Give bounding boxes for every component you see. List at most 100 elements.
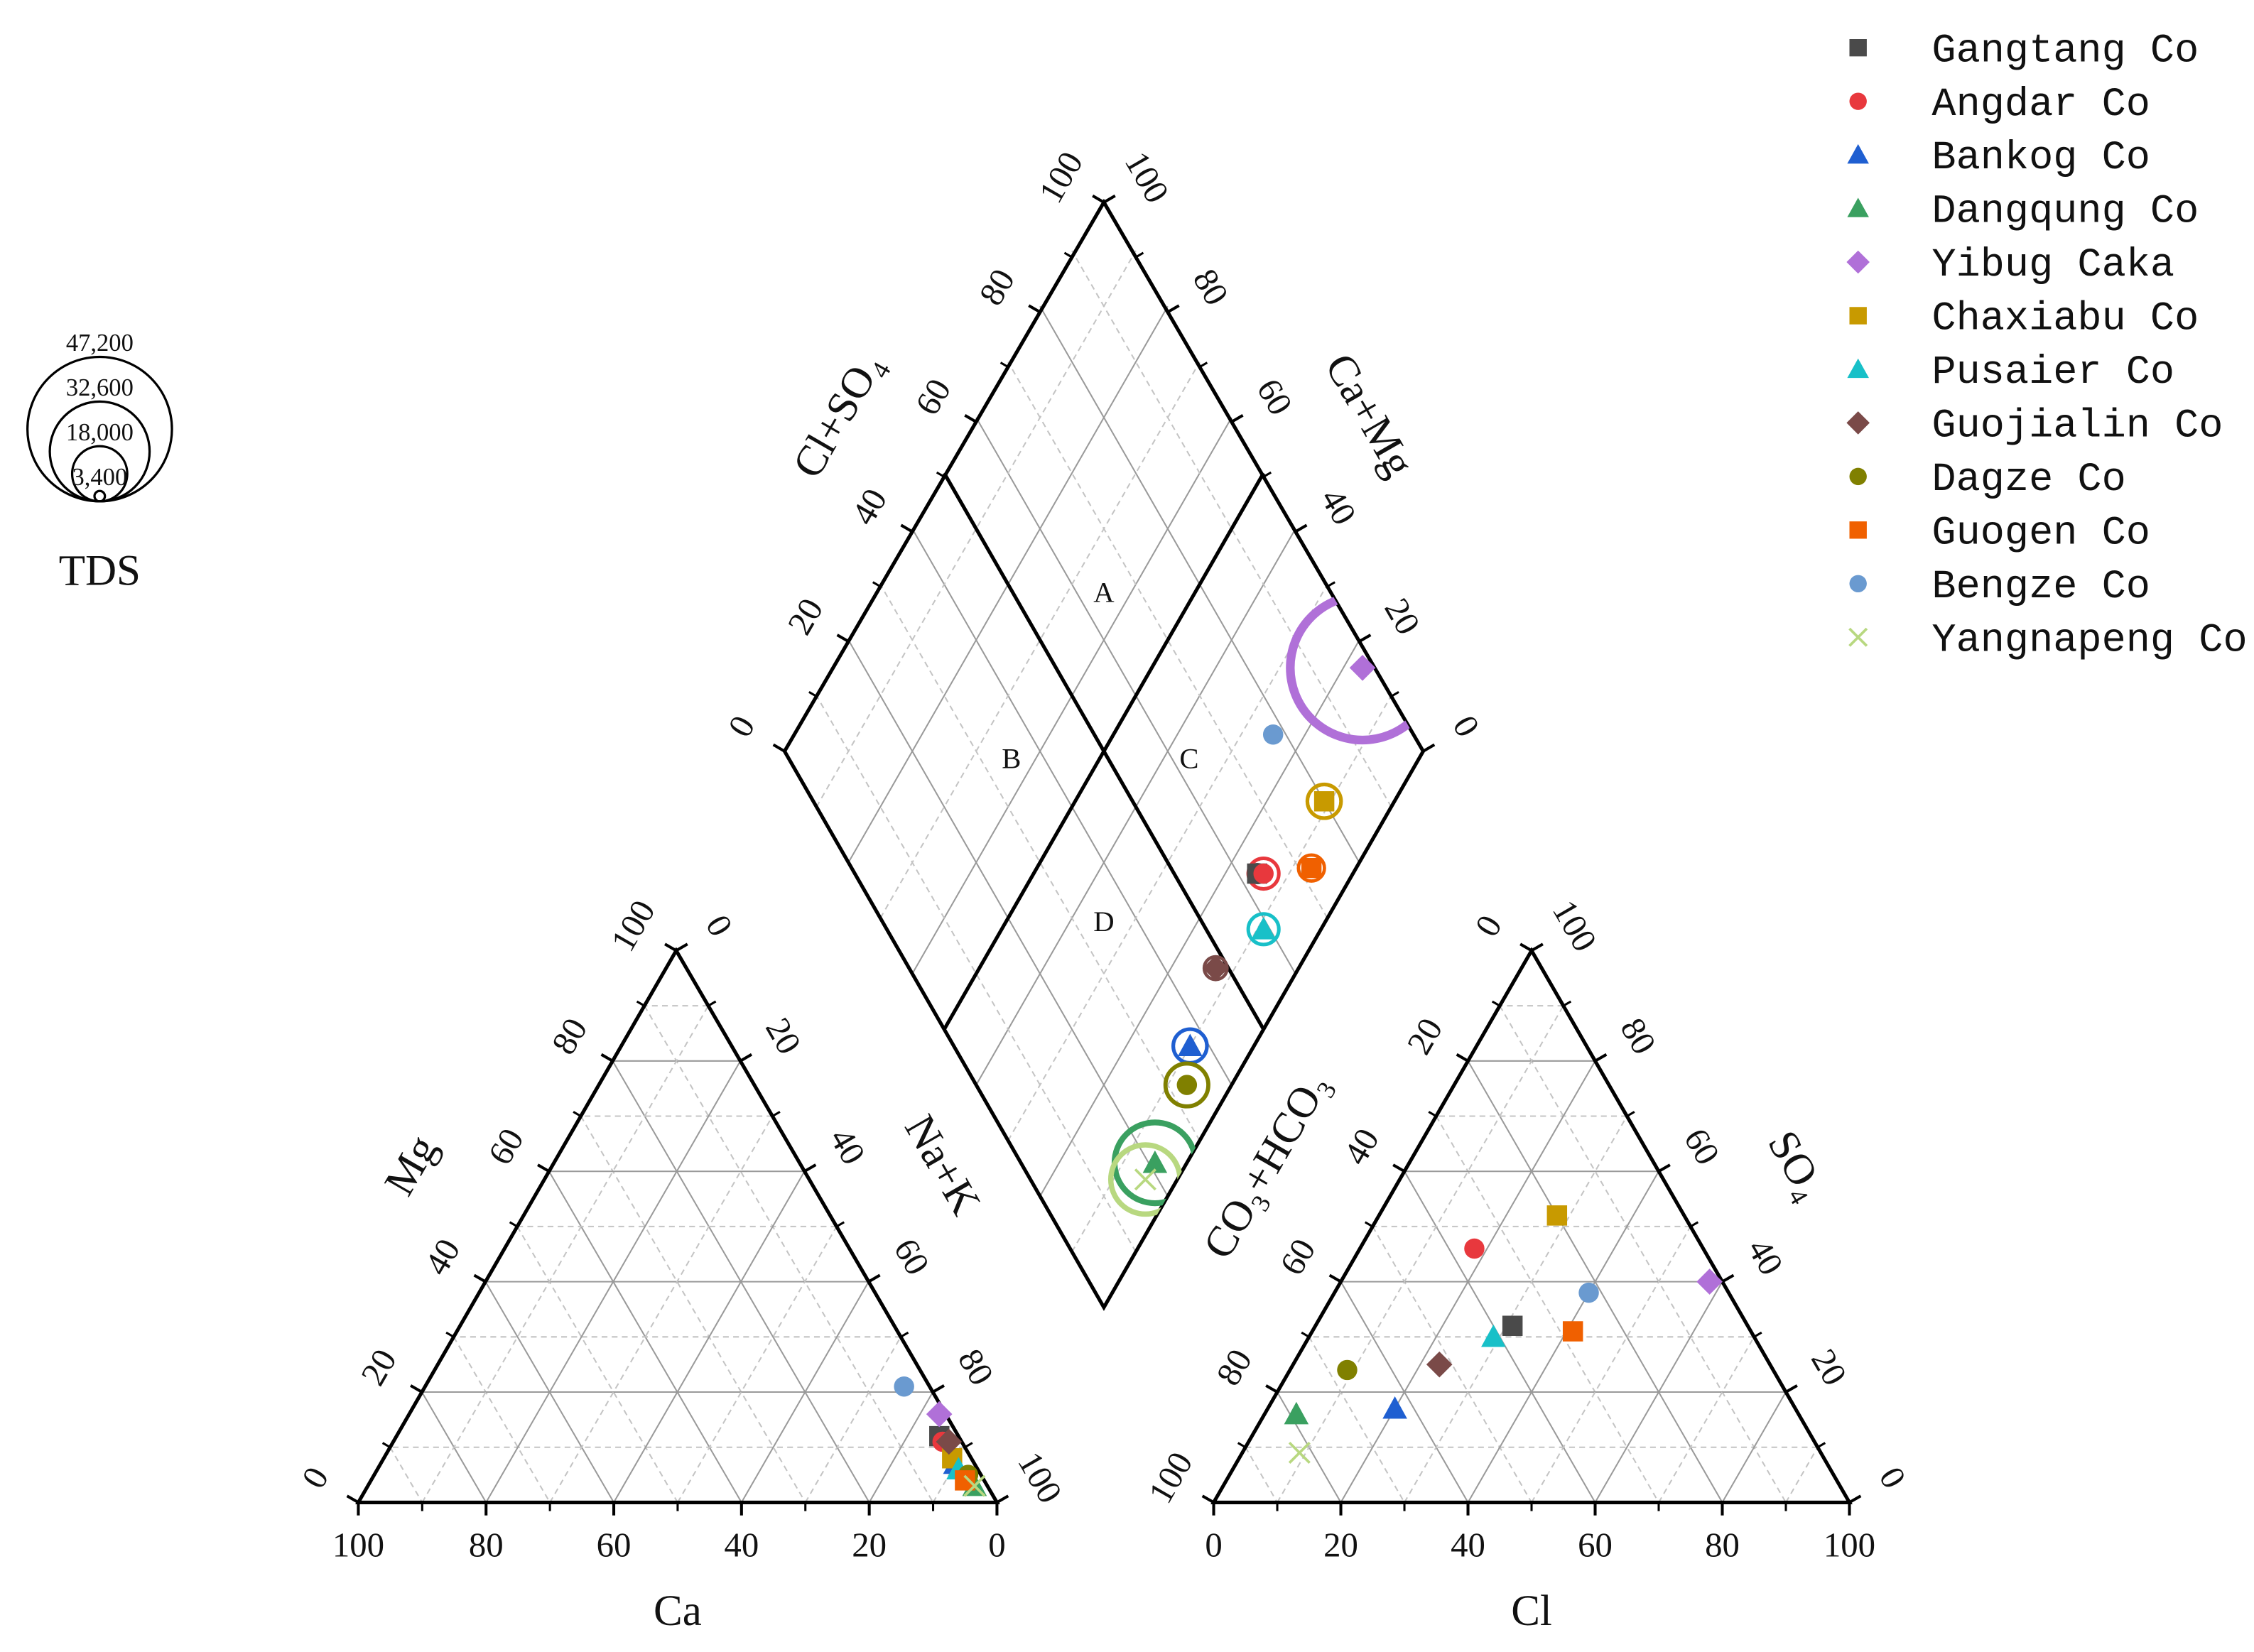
region-label: C [1179,742,1198,774]
legend-label: Guogen Co [1931,511,2150,556]
minor-tick-mark [1063,251,1073,259]
minor-grid-line [580,1116,806,1503]
minor-grid-line [1245,1447,1278,1503]
tick-label: 80 [1705,1526,1740,1565]
tick-label: 80 [1613,1011,1663,1060]
tick-label: 20 [758,1011,808,1060]
legend-marker [1847,197,1869,217]
grid-line [1340,1060,1596,1503]
tick-label: 100 [1031,146,1090,210]
tick-label: 60 [481,1122,531,1171]
tick-mark [1392,1163,1406,1173]
tick-label: 20 [354,1343,404,1392]
legend-label: Dagze Co [1931,457,2125,503]
tds-circle [1296,853,1326,883]
tds-legend-label: 3,400 [72,464,127,491]
minor-tick-mark [1816,1442,1826,1449]
anion-point [1382,1396,1407,1419]
minor-tick-mark [445,1331,455,1338]
minor-tick-mark [381,1442,391,1449]
tds-circle [1246,912,1281,947]
tds-legend-label: 18,000 [66,419,134,446]
minor-grid-line [804,1336,901,1503]
legend-label: Dangqung Co [1931,190,2199,235]
tick-label: 20 [1377,592,1427,641]
minor-tick-mark [999,362,1009,369]
legend-label: Angdar Co [1931,82,2150,128]
tick-mark [600,1053,614,1063]
tick-label: 60 [597,1526,632,1565]
tick-mark [1265,1384,1279,1393]
minor-grid-line [644,1005,934,1503]
tick-label: 0 [1205,1526,1222,1565]
division-line [942,472,1265,1031]
tick-mark [867,1273,881,1283]
minor-grid-line [1071,250,1392,808]
tick-label: 20 [1323,1526,1358,1565]
tick-label: 80 [1186,263,1236,312]
tick-mark [739,1053,753,1063]
tick-mark [772,743,786,753]
tick-mark [996,1494,1009,1504]
minor-grid-line [1404,1116,1628,1503]
tick-label: 80 [1209,1343,1259,1392]
minor-grid-line [1499,1005,1787,1503]
axis-title: Mg [376,1127,447,1203]
tick-label: 60 [1676,1122,1727,1171]
diamond-point [1178,1033,1203,1057]
grid-line [485,1060,742,1503]
legend-label: Yibug Caka [1931,243,2174,288]
cation-point [955,1470,975,1491]
minor-grid-line [1372,1226,1532,1503]
tick-label: 40 [1336,1122,1387,1171]
tick-label: 80 [950,1342,1001,1391]
tick-label: 0 [1872,1460,1914,1494]
tick-label: 20 [780,592,830,641]
minor-tick-mark [708,1000,717,1007]
diamond-point [1349,654,1376,681]
minor-tick-mark [872,581,882,588]
legend-label: Bengze Co [1931,565,2150,610]
tick-label: 20 [852,1526,887,1565]
anion-point [1546,1205,1568,1226]
triangle-outline [355,947,1000,1504]
anion-point [1284,1401,1309,1425]
tick-mark [1848,1494,1862,1504]
tick-mark [1201,1494,1215,1504]
tick-mark [803,1163,817,1173]
legend-label: Guojialin Co [1931,404,2223,450]
tick-label: 40 [1451,1526,1485,1565]
axis-title: SO₄ [1758,1123,1835,1207]
tick-label: 0 [988,1526,1005,1565]
tick-label: 40 [417,1232,467,1281]
tick-mark [964,414,977,423]
tick-label: 60 [908,372,958,421]
tick-label: 100 [1545,893,1604,957]
minor-tick-mark [1753,1331,1762,1338]
minor-tick-mark [1626,1111,1635,1117]
tick-label: 100 [1141,1445,1200,1509]
tick-label: 40 [1740,1232,1790,1281]
minor-grid-line [549,1116,774,1503]
anion-point [1464,1238,1485,1259]
axis-title: Ca [654,1587,702,1635]
tick-mark [1422,743,1436,753]
tick-label: 40 [1313,482,1363,531]
minor-tick-mark [1199,362,1208,369]
grid-line [740,1281,869,1503]
tick-mark [1092,194,1105,204]
legend-label: Bankog Co [1931,136,2150,181]
minor-tick-mark [1390,690,1399,697]
minor-tick-mark [964,1442,973,1449]
cation-point [936,1428,963,1455]
tick-label: 60 [887,1232,937,1281]
minor-grid-line [421,1005,709,1503]
minor-grid-line [1071,695,1392,1253]
legend-marker [1849,38,1867,57]
minor-tick-mark [509,1221,518,1228]
legend-label: Gangtang Co [1931,28,2199,74]
minor-grid-line [516,1226,678,1503]
tick-label: 80 [972,263,1022,312]
tick-label: 100 [1010,1445,1069,1509]
